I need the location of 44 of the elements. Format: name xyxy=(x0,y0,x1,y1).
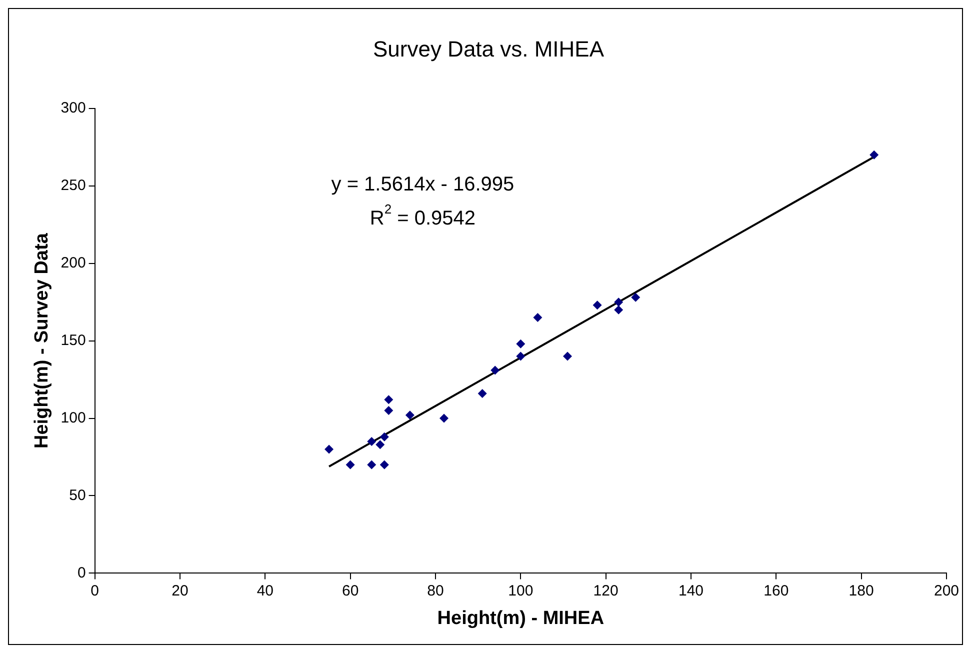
point xyxy=(614,305,624,314)
x-tick-label: 160 xyxy=(764,582,789,600)
y-tick-label: 150 xyxy=(60,332,86,349)
chart-title: Survey Data vs. MIHEA xyxy=(372,36,604,62)
point xyxy=(376,440,385,450)
point xyxy=(614,298,624,307)
y-tick-label: 0 xyxy=(77,564,86,582)
point xyxy=(440,414,449,423)
point xyxy=(367,460,376,470)
x-tick-label: 120 xyxy=(593,582,618,600)
point xyxy=(478,388,487,398)
x-tick-label: 60 xyxy=(342,582,359,600)
annotation: y = 1.5614x - 16.995 xyxy=(331,174,514,196)
x-tick-label: 20 xyxy=(172,582,188,600)
y-tick-label: 100 xyxy=(60,409,86,426)
point xyxy=(870,150,879,160)
point xyxy=(516,352,526,361)
x-tick-label: 140 xyxy=(678,582,704,600)
y-tick-label: 200 xyxy=(60,254,86,272)
point xyxy=(516,339,526,348)
x-tick-label: 0 xyxy=(90,582,99,600)
point xyxy=(405,410,414,420)
point xyxy=(380,432,389,442)
x-axis-title: Height(m) - MIHEA xyxy=(437,608,604,629)
x-tick-label: 200 xyxy=(934,582,959,600)
y-axis-title: Height(m) - Survey Data xyxy=(32,232,53,448)
y-tick-label: 50 xyxy=(69,486,86,504)
x-tick-label: 100 xyxy=(508,582,534,600)
point xyxy=(324,444,334,454)
point xyxy=(563,352,572,361)
y-tick-label: 300 xyxy=(60,100,86,117)
point xyxy=(367,437,376,446)
point xyxy=(346,460,355,470)
x-tick-label: 180 xyxy=(848,582,874,600)
point xyxy=(533,313,542,322)
point xyxy=(631,292,640,302)
y-tick-label: 250 xyxy=(60,177,86,194)
point xyxy=(490,366,500,375)
point xyxy=(384,395,394,404)
point xyxy=(384,406,394,416)
point xyxy=(380,460,389,470)
x-tick-label: 80 xyxy=(427,582,444,600)
point xyxy=(592,300,602,310)
x-tick-label: 40 xyxy=(256,582,274,600)
